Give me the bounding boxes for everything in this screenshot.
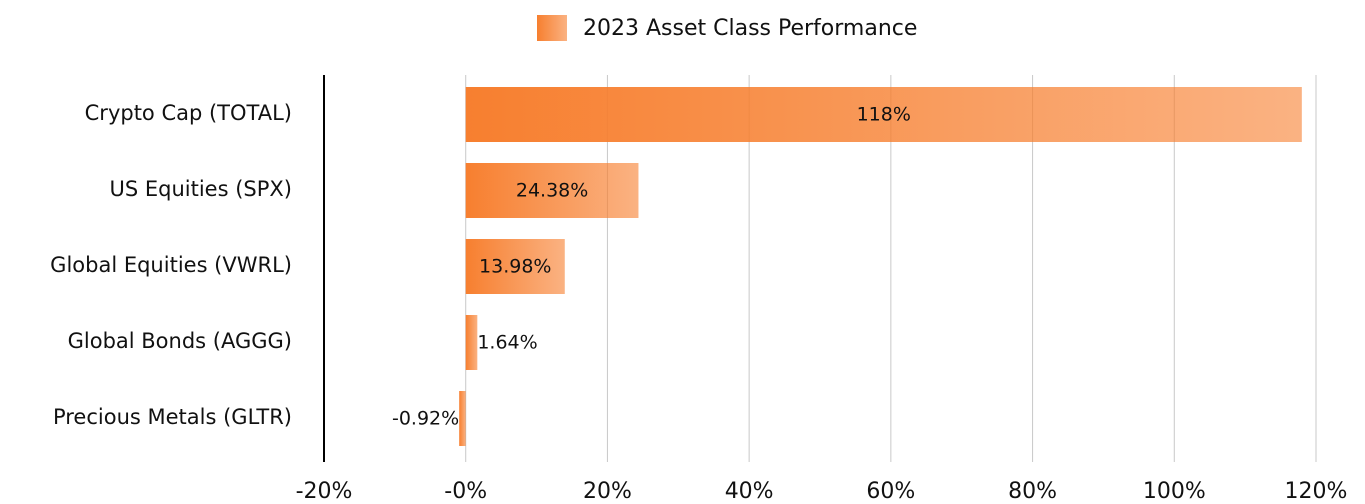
- bar: [465, 315, 478, 370]
- data-label: 1.64%: [477, 332, 537, 354]
- y-tick-label: Crypto Cap (TOTAL): [85, 101, 292, 125]
- x-tick-label: 40%: [725, 479, 774, 504]
- x-tick-label: 60%: [866, 479, 915, 504]
- bar: [465, 163, 639, 218]
- x-tick-label: -20%: [296, 479, 353, 504]
- y-tick-label: Precious Metals (GLTR): [53, 405, 292, 429]
- x-tick-label: -0%: [444, 479, 487, 504]
- bar: [459, 391, 466, 446]
- legend-label: 2023 Asset Class Performance: [583, 16, 917, 41]
- data-label: -0.92%: [392, 408, 459, 430]
- data-label: 118%: [857, 104, 911, 126]
- data-label: 13.98%: [479, 256, 551, 278]
- x-tick-label: 120%: [1285, 479, 1348, 504]
- x-tick-label: 20%: [583, 479, 632, 504]
- bar: [465, 239, 565, 294]
- data-label: 24.38%: [516, 180, 588, 202]
- y-tick-label: Global Equities (VWRL): [50, 253, 292, 277]
- y-tick-label: Global Bonds (AGGG): [68, 329, 292, 353]
- y-tick-label: US Equities (SPX): [110, 177, 293, 201]
- x-tick-label: 80%: [1008, 479, 1057, 504]
- bar: [465, 87, 1302, 142]
- x-tick-label: 100%: [1143, 479, 1206, 504]
- legend-swatch: [537, 15, 567, 41]
